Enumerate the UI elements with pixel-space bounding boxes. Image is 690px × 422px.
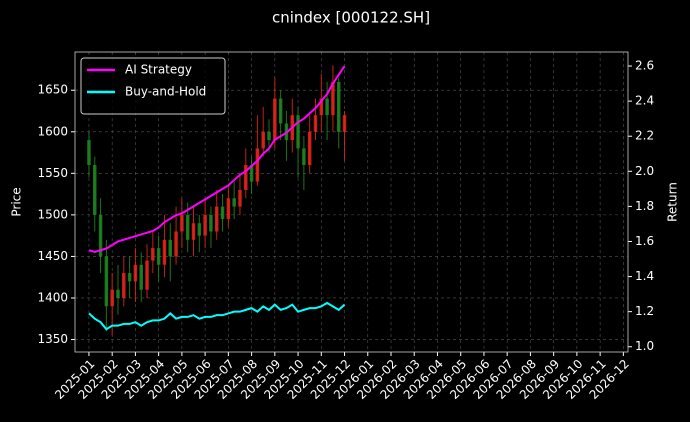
candle-body	[220, 206, 225, 220]
candle-body	[203, 214, 207, 236]
candle-body	[145, 260, 149, 290]
y2-tick-label: 2.2	[635, 129, 654, 143]
candle-body	[139, 264, 143, 290]
y2-tick-label: 2.4	[635, 94, 654, 108]
candle-body	[226, 198, 231, 220]
candle-body	[87, 140, 91, 166]
candle-body	[93, 165, 97, 215]
chart-title: cnindex [000122.SH]	[272, 9, 430, 27]
y-tick-label: 1450	[37, 249, 68, 263]
candle-body	[162, 239, 167, 265]
line-series	[88, 65, 346, 254]
candle-body	[273, 98, 277, 141]
candle-body	[156, 248, 161, 265]
y-tick-label: 1650	[37, 83, 68, 97]
y-axis-label: Price	[10, 187, 24, 216]
plot-frame	[74, 51, 629, 353]
candle-body	[133, 264, 138, 282]
y2-tick-label: 2.0	[635, 164, 654, 178]
candle-body	[191, 223, 196, 240]
candle-body	[110, 289, 114, 307]
candle-body	[307, 131, 312, 166]
candle-body	[98, 214, 103, 257]
candle-body	[197, 223, 202, 236]
candle-body	[255, 148, 260, 182]
line-series	[88, 301, 346, 331]
candle-body	[104, 256, 109, 307]
candle-body	[296, 115, 300, 149]
candle-body	[313, 115, 318, 132]
candle-body	[185, 214, 190, 240]
y2-tick-label: 1.2	[635, 304, 654, 318]
y-tick-label: 1500	[37, 207, 68, 221]
candle-body	[127, 273, 132, 282]
candle-body	[116, 289, 120, 298]
legend-label: AI Strategy	[125, 63, 192, 77]
candle-body	[122, 273, 126, 298]
candle-body	[214, 206, 219, 232]
y2-tick-label: 1.6	[635, 234, 654, 248]
y-tick-label: 1400	[37, 290, 68, 304]
candle-body	[267, 131, 271, 141]
y2-tick-label: 2.6	[635, 59, 654, 73]
legend-label: Buy-and-Hold	[125, 85, 206, 99]
candle-body	[168, 239, 173, 257]
candle-body	[261, 131, 265, 149]
y-tick-label: 1600	[37, 124, 68, 138]
candle-body	[180, 214, 184, 232]
candle-body	[336, 81, 341, 132]
candle-body	[151, 248, 155, 261]
candle-body	[342, 115, 347, 132]
candle-body	[209, 214, 213, 232]
candle-body	[174, 231, 178, 257]
y2-tick-label: 1.8	[635, 199, 654, 213]
candle-body	[331, 81, 335, 116]
candle-body	[249, 165, 254, 182]
y-tick-label: 1550	[37, 166, 68, 180]
candle-body	[325, 98, 329, 116]
candle-body	[302, 148, 306, 166]
y2-tick-label: 1.4	[635, 269, 654, 283]
legend-box	[80, 57, 226, 115]
candle-body	[244, 165, 248, 190]
candle-body	[232, 198, 236, 207]
candle-body	[238, 189, 242, 207]
y2-tick-label: 1.0	[635, 339, 654, 353]
candle-body	[319, 98, 324, 116]
y2-axis-label: Return	[666, 182, 680, 222]
y-tick-label: 1350	[37, 332, 68, 346]
candle-body	[278, 98, 283, 124]
